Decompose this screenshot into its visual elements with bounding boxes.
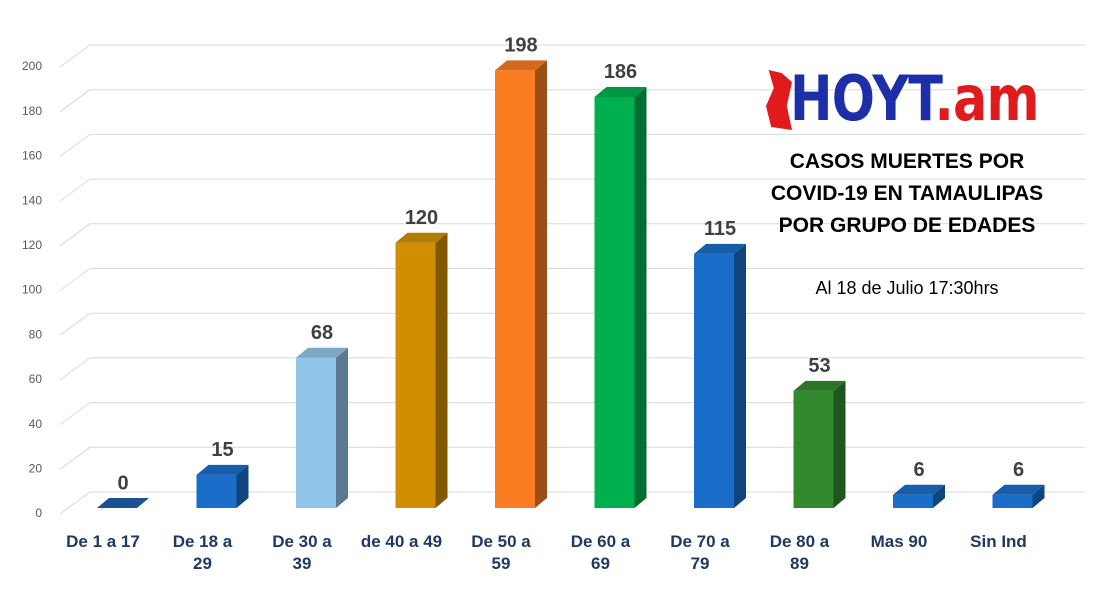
grid-line xyxy=(59,89,91,113)
x-tick-label: De 18 a 29 xyxy=(172,532,233,573)
bar xyxy=(395,242,436,509)
value-label: 68 xyxy=(311,322,333,344)
value-label: 115 xyxy=(704,218,736,240)
y-tick-label: 60 xyxy=(29,372,43,386)
x-tick-label: De 80 a 89 xyxy=(769,532,830,573)
logo: HOYT.am xyxy=(790,62,1039,135)
bar xyxy=(694,253,734,508)
grid-line xyxy=(59,491,91,515)
grid-line xyxy=(59,446,91,470)
y-tick-label: 140 xyxy=(22,193,42,207)
bar-top xyxy=(97,498,149,508)
bar-top xyxy=(793,380,846,391)
x-tick-label: De 50 a 59 xyxy=(471,532,531,573)
y-tick-label: 100 xyxy=(22,283,42,297)
bar-top xyxy=(495,60,547,71)
bar xyxy=(594,96,635,508)
value-label: 53 xyxy=(808,355,830,377)
bar-side xyxy=(833,380,846,508)
y-tick-label: 80 xyxy=(29,327,43,341)
value-label: 120 xyxy=(405,207,438,229)
bar-top xyxy=(196,464,249,475)
bar-top xyxy=(296,347,348,358)
bar xyxy=(296,357,336,508)
y-tick-label: 160 xyxy=(22,149,42,163)
bar-side xyxy=(933,484,945,508)
value-label: 6 xyxy=(913,459,924,481)
bar-top xyxy=(893,484,945,495)
bar xyxy=(893,494,933,508)
x-tick-label: De 1 a 17 xyxy=(66,532,140,551)
bar-top xyxy=(694,243,746,254)
y-tick-label: 120 xyxy=(22,238,42,252)
grid-line xyxy=(59,223,91,247)
grid-line xyxy=(59,268,91,291)
bar xyxy=(495,70,535,509)
grid-line xyxy=(59,133,91,157)
value-label: 15 xyxy=(211,439,233,461)
value-label: 6 xyxy=(1013,459,1024,481)
grid-line xyxy=(59,178,91,202)
logo-suffix: .am xyxy=(934,62,1039,135)
bar-side xyxy=(336,347,348,508)
bar xyxy=(992,494,1033,508)
chart-title: CASOS MUERTES POR COVID-19 EN TAMAULIPAS… xyxy=(770,150,1044,237)
bar-top xyxy=(992,484,1045,495)
y-tick-label: 20 xyxy=(29,461,43,475)
y-tick-label: 200 xyxy=(22,59,42,73)
bar xyxy=(793,390,834,508)
grid-line xyxy=(59,44,91,68)
x-tick-label: Mas 90 xyxy=(870,532,928,551)
grid-line xyxy=(59,357,91,381)
bar xyxy=(196,474,237,508)
bar-side xyxy=(1032,484,1045,508)
bar-side xyxy=(634,86,647,508)
x-tick-label: De 60 a 69 xyxy=(570,532,631,573)
x-tick-label: De 70 a 79 xyxy=(670,532,730,573)
bar-side xyxy=(734,243,746,508)
y-tick-label: 40 xyxy=(29,417,43,431)
y-tick-label: 180 xyxy=(22,104,42,118)
y-tick-label: 0 xyxy=(35,506,42,520)
x-tick-label: De 30 a 39 xyxy=(272,532,332,573)
value-label: 186 xyxy=(604,61,637,83)
value-label: 0 xyxy=(117,472,128,494)
chart-subtitle: Al 18 de Julio 17:30hrs xyxy=(815,278,999,298)
x-tick-label: de 40 a 49 xyxy=(360,532,443,551)
logo-main: HOYT xyxy=(790,62,935,135)
x-tick-label: Sin Ind xyxy=(970,532,1027,551)
value-label: 198 xyxy=(504,35,537,57)
grid-line xyxy=(59,402,91,426)
bar-side xyxy=(435,232,448,509)
bar-side xyxy=(236,464,249,508)
bar-side xyxy=(535,60,547,509)
bar-top xyxy=(395,232,448,243)
grid-line xyxy=(59,312,91,336)
bar-top xyxy=(594,86,647,97)
